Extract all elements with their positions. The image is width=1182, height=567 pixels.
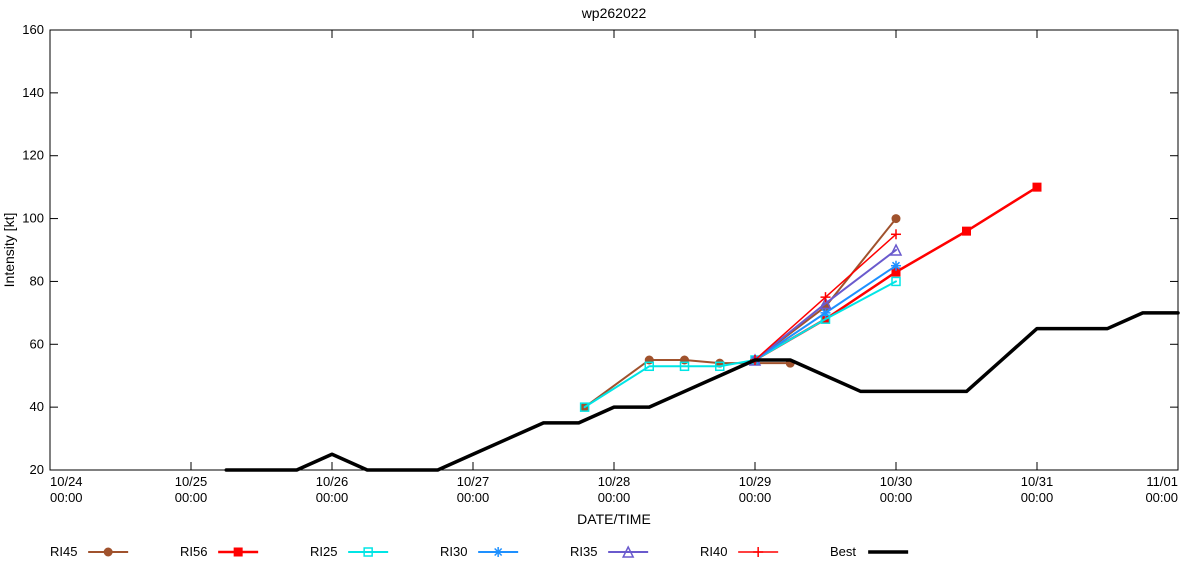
x-tick-label: 00:00	[457, 490, 490, 505]
x-tick-label: 10/25	[175, 474, 208, 489]
x-tick-label: 00:00	[1145, 490, 1178, 505]
y-axis-label: Intensity [kt]	[1, 213, 17, 288]
x-tick-label: 00:00	[316, 490, 349, 505]
x-tick-label: 10/24	[50, 474, 83, 489]
x-axis-label: DATE/TIME	[577, 511, 651, 527]
x-tick-label: 00:00	[739, 490, 772, 505]
legend-label-ri40: RI40	[700, 544, 727, 559]
y-tick-label: 60	[30, 336, 44, 351]
x-tick-label: 10/29	[739, 474, 772, 489]
legend-label-ri45: RI45	[50, 544, 77, 559]
x-tick-label: 10/27	[457, 474, 490, 489]
y-tick-label: 20	[30, 462, 44, 477]
x-tick-label: 10/31	[1021, 474, 1054, 489]
y-tick-label: 160	[22, 22, 44, 37]
x-tick-label: 10/26	[316, 474, 349, 489]
intensity-forecast-chart: 2040608010012014016010/2400:0010/2500:00…	[0, 0, 1182, 567]
x-tick-label: 00:00	[1021, 490, 1054, 505]
x-tick-label: 11/01	[1146, 474, 1178, 489]
y-tick-label: 40	[30, 399, 44, 414]
y-tick-label: 80	[30, 273, 44, 288]
x-tick-label: 00:00	[175, 490, 208, 505]
x-tick-label: 10/28	[598, 474, 631, 489]
legend-label-ri56: RI56	[180, 544, 207, 559]
x-tick-label: 00:00	[880, 490, 913, 505]
legend-label-best: Best	[830, 544, 856, 559]
y-tick-label: 100	[22, 211, 44, 226]
y-tick-label: 120	[22, 148, 44, 163]
x-tick-label: 10/30	[880, 474, 913, 489]
legend-label-ri25: RI25	[310, 544, 337, 559]
x-tick-label: 00:00	[50, 490, 83, 505]
x-tick-label: 00:00	[598, 490, 631, 505]
chart-svg: 2040608010012014016010/2400:0010/2500:00…	[0, 0, 1182, 567]
legend-label-ri35: RI35	[570, 544, 597, 559]
chart-title: wp262022	[581, 5, 647, 21]
legend-label-ri30: RI30	[440, 544, 467, 559]
y-tick-label: 140	[22, 85, 44, 100]
